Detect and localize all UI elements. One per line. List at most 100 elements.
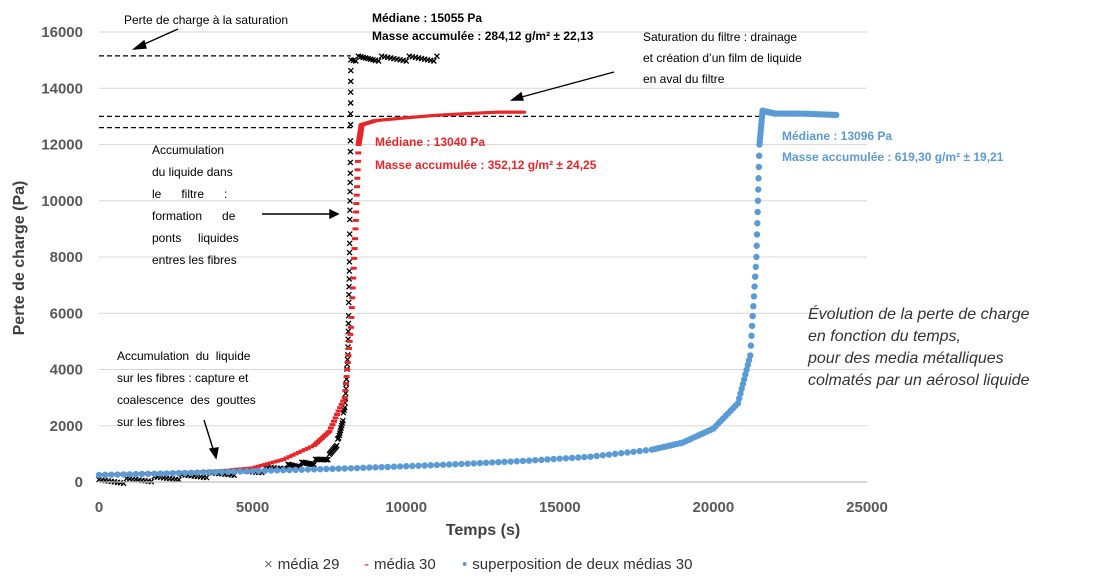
data-point-dot: [833, 111, 840, 119]
annotation-accumulation-fibers-4: sur les fibres: [117, 415, 185, 429]
data-point-x: [375, 58, 382, 64]
data-point-x: [346, 258, 353, 265]
data-point-dot: [163, 470, 170, 477]
data-point-dot: [501, 458, 508, 466]
data-point-dot: [243, 468, 250, 475]
annotations: Perte de charge à la saturation Médiane …: [117, 11, 1004, 429]
data-point-dot: [458, 460, 465, 468]
data-point-x: [333, 442, 340, 449]
data-point-dot: [347, 465, 355, 472]
arrow-accumulation-fibers: [203, 419, 215, 453]
data-point-dot: [218, 468, 226, 476]
arrowhead-saturation-top: [131, 39, 147, 50]
data-point-dot: [304, 466, 312, 473]
annotation-saturation-top: Perte de charge à la saturation: [124, 13, 288, 27]
data-point-dot: [470, 460, 477, 467]
data-point-dot: [532, 457, 539, 464]
data-point-dot: [482, 459, 490, 466]
data-point-dot: [298, 466, 305, 473]
data-point-dot: [175, 469, 183, 477]
data-point-dot: [744, 361, 752, 369]
x-tick-label: 0: [95, 499, 103, 516]
data-point-x: [347, 121, 354, 128]
legend-marker-x-icon: ×: [264, 556, 273, 573]
data-point-dot: [599, 452, 607, 459]
data-point-dot: [396, 463, 404, 470]
data-point-dot: [138, 470, 146, 478]
data-point-dot: [568, 454, 576, 462]
arrowhead-accumulation-fibers: [208, 447, 219, 460]
x-tick-label: 10000: [385, 499, 427, 516]
data-point-dot: [335, 465, 342, 472]
annotation-accumulation-filter-4: formation de: [152, 209, 236, 223]
data-point-dot: [255, 467, 262, 475]
y-tick-label: 2000: [50, 418, 83, 435]
data-point-dot: [310, 466, 318, 473]
data-point-dot: [755, 175, 762, 182]
data-point-x: [311, 461, 317, 468]
chart: 0 2000 4000 6000 8000 10000 12000 14000 16000 0 50…: [11, 11, 1004, 539]
data-point-dot: [359, 464, 367, 472]
data-point-dot: [513, 458, 520, 465]
data-point-dot: [742, 371, 749, 378]
data-point-dot: [120, 471, 127, 478]
annotation-superposition-mass: Masse accumulée : 619,30 g/m² ± 19,21: [782, 150, 1004, 164]
data-point-dot: [754, 197, 762, 204]
data-point-dot: [624, 449, 631, 456]
data-point-dot: [273, 467, 281, 474]
data-point-dot: [489, 459, 496, 466]
legend: × média 29 - média 30 • superposition de de…: [0, 556, 1104, 576]
data-point-dot: [439, 461, 447, 468]
series-3: [95, 107, 840, 479]
annotation-media30-mass: Masse accumulée : 352,12 g/m² ± 24,25: [375, 158, 597, 172]
data-point-dot: [230, 468, 238, 475]
data-point-dot: [409, 462, 416, 470]
annotation-accumulation-fibers-2: sur les fibres : capture et: [117, 371, 249, 385]
data-point-dot: [95, 471, 103, 479]
x-tick-label: 15000: [539, 499, 581, 516]
data-point-dot: [114, 471, 121, 478]
data-point-dot: [642, 447, 650, 454]
data-point-dot: [736, 395, 743, 402]
data-point-dot: [754, 220, 761, 227]
data-point-dot: [464, 460, 471, 467]
data-point-dot: [593, 452, 600, 460]
data-point-x: [347, 148, 354, 155]
data-point-x: [347, 170, 354, 177]
data-point-dot: [753, 253, 760, 261]
arrowhead-accumulation-filter: [329, 208, 340, 220]
data-point-dot: [747, 352, 754, 359]
data-point-dot: [169, 470, 176, 477]
annotation-accumulation-filter-1: Accumulation: [152, 143, 224, 157]
x-tick-label: 25000: [846, 499, 888, 516]
data-point-dot: [292, 466, 299, 474]
annotation-media30-median: Médiane : 13040 Pa: [375, 135, 485, 149]
annotation-accumulation-filter-2: du liquide dans: [152, 165, 233, 179]
data-point-dot: [181, 469, 189, 477]
caption-line-4: colmatés par un aérosol liquide: [808, 372, 1030, 389]
annotation-media29-median: Médiane : 15055 Pa: [372, 11, 482, 25]
data-point-x: [309, 461, 316, 468]
data-point-x: [346, 216, 353, 223]
data-point-dot: [575, 454, 582, 461]
data-point-dot: [753, 231, 761, 238]
data-point-dot: [452, 461, 459, 468]
data-point-dot: [618, 449, 625, 457]
arrow-saturation-filter: [517, 71, 615, 99]
data-point-dot: [750, 293, 758, 300]
data-point-x: [324, 456, 331, 463]
data-point-x: [345, 299, 352, 306]
data-point-x: [433, 53, 440, 60]
data-point-x: [347, 159, 354, 166]
data-point-dot: [372, 464, 379, 471]
annotation-saturation-filter-2: et création d’un film de liquide: [643, 51, 802, 65]
data-point-dot: [755, 163, 763, 171]
data-point-dot: [753, 242, 760, 249]
y-tick-label: 12000: [41, 137, 83, 154]
data-point-x: [341, 404, 348, 411]
data-point-dot: [750, 303, 757, 310]
annotation-accumulation-filter-3: le filtre :: [152, 187, 227, 201]
data-point-dot: [323, 465, 330, 473]
y-tick-label: 4000: [50, 362, 83, 379]
data-point-dot: [748, 332, 755, 339]
